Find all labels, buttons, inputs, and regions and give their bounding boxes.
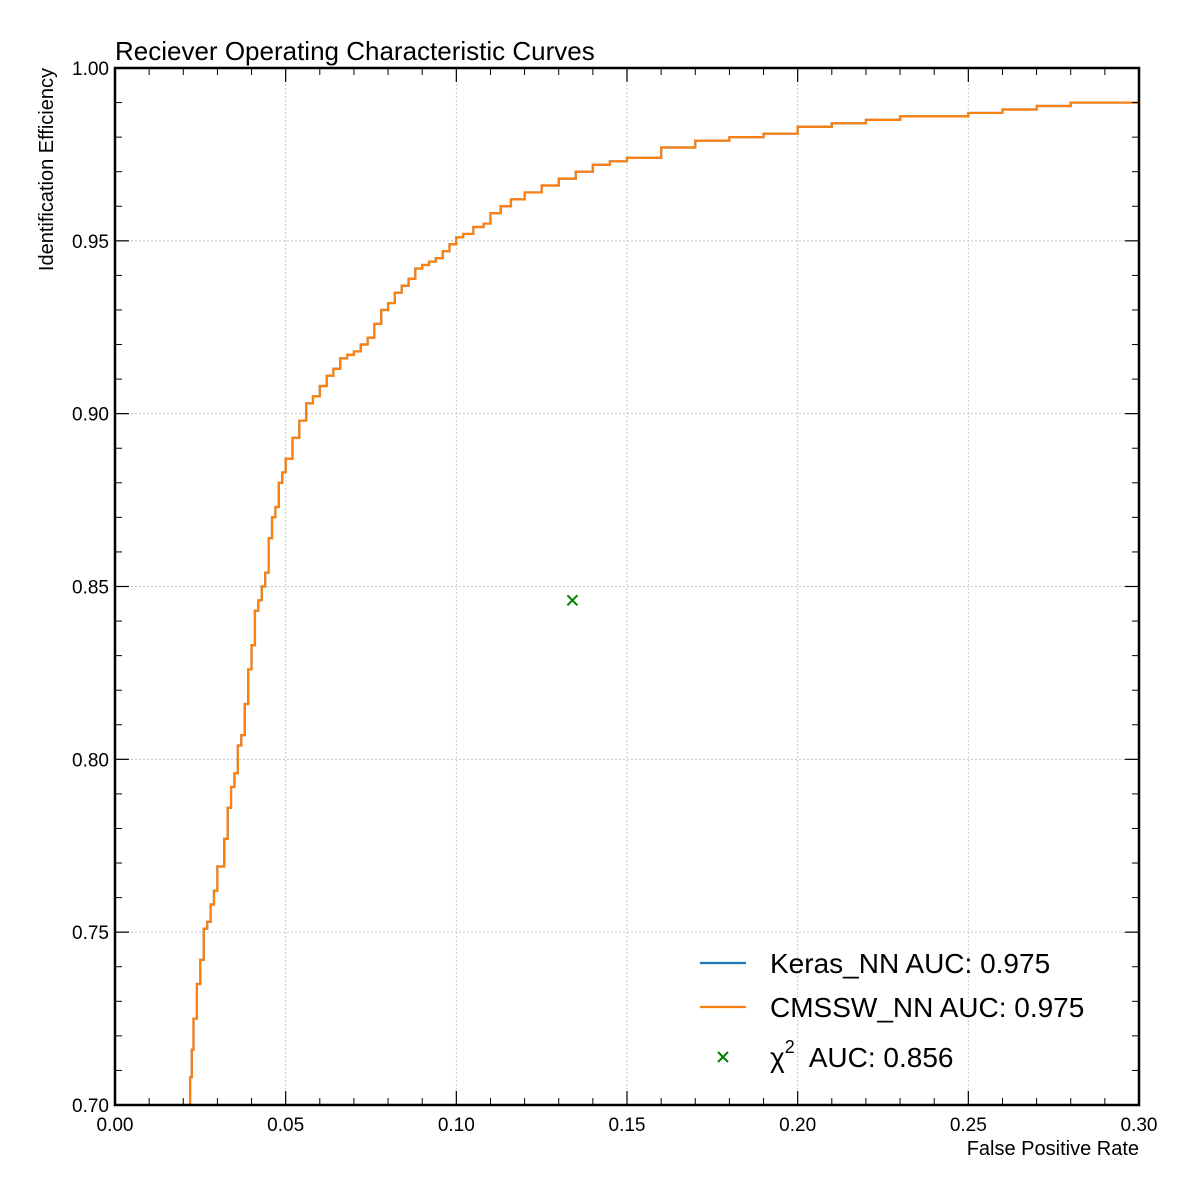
x-tick-label: 0.00	[97, 1115, 134, 1136]
chi2-point-stroke-b	[566, 594, 579, 607]
y-tick-label: 0.95	[72, 232, 109, 253]
y-tick-label: 0.80	[72, 750, 109, 771]
x-tick-label: 0.25	[950, 1115, 987, 1136]
legend-chi-symbol: χ	[770, 1042, 785, 1073]
legend-label-keras: Keras_NN AUC: 0.975	[770, 948, 1050, 979]
legend-marker-chi2	[717, 1051, 729, 1063]
x-tick-label: 0.15	[609, 1115, 646, 1136]
plot-frame	[113, 66, 1141, 1107]
chi2-point	[566, 594, 579, 607]
legend-label-cmssw: CMSSW_NN AUC: 0.975	[770, 992, 1084, 1023]
y-tick-label: 0.70	[72, 1096, 109, 1117]
y-tick-label: 0.85	[72, 578, 109, 599]
legend: Keras_NN AUC: 0.975 CMSSW_NN AUC: 0.975 …	[700, 948, 1084, 1073]
x-tick-label: 0.30	[1121, 1115, 1158, 1136]
chart-title: Reciever Operating Characteristic Curves	[115, 36, 595, 66]
ticks: 0.00 0.05 0.10 0.15 0.20 0.25 0.30 0.70 0.75 0.80…	[72, 59, 1157, 1136]
legend-chi-superscript: 2	[785, 1037, 795, 1057]
legend-x-stroke-b	[717, 1051, 729, 1063]
x-tick-label: 0.05	[267, 1115, 304, 1136]
legend-label-chi2: χ2 AUC: 0.856	[770, 1037, 953, 1073]
x-tick-label: 0.20	[779, 1115, 816, 1136]
series-layer	[187, 99, 1139, 1105]
y-tick-label: 0.90	[72, 405, 109, 426]
cmssw-nn-curve	[187, 99, 1139, 1105]
y-axis-label: Identification Efficiency	[36, 68, 58, 271]
legend-chi-suffix: AUC: 0.856	[809, 1042, 954, 1073]
grid	[115, 68, 1139, 1105]
x-tick-label: 0.10	[438, 1115, 475, 1136]
y-tick-label: 1.00	[72, 59, 109, 80]
y-tick-label: 0.75	[72, 923, 109, 944]
keras-nn-curve	[187, 99, 1139, 1105]
x-axis-label: False Positive Rate	[967, 1138, 1139, 1160]
